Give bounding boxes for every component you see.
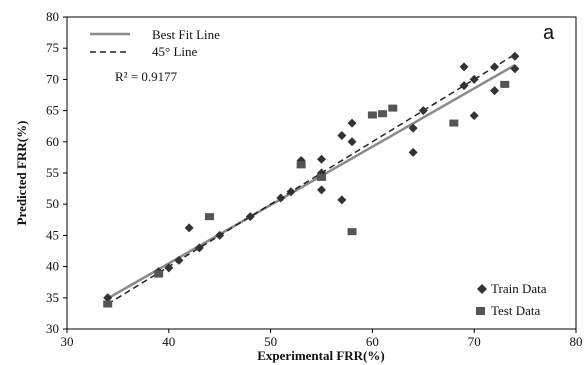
y-tick-label: 30 <box>46 321 59 336</box>
train-data-point <box>408 147 418 157</box>
y-tick-label: 75 <box>46 40 59 55</box>
y-tick-label: 60 <box>46 134 59 149</box>
train-data-point <box>459 81 469 91</box>
legend-best-fit-label: Best Fit Line <box>152 27 220 42</box>
test-data-point <box>367 111 377 119</box>
train-data-point <box>510 51 520 61</box>
y-tick-label: 50 <box>46 196 59 211</box>
test-data-point <box>378 110 388 118</box>
train-data-point <box>490 62 500 72</box>
train-data-point <box>317 185 326 195</box>
train-data-point <box>469 74 479 84</box>
test-data-point <box>388 104 398 112</box>
y-tick-label: 45 <box>46 227 59 242</box>
train-data-point <box>174 255 184 265</box>
legend-test-marker <box>476 307 485 315</box>
legend-train-marker <box>477 284 487 294</box>
x-tick-label: 80 <box>570 334 583 349</box>
test-data-points <box>103 80 510 308</box>
train-data-point <box>337 131 347 141</box>
x-tick-label: 40 <box>162 334 175 349</box>
test-data-point <box>449 119 459 127</box>
legend-train-label: Train Data <box>491 281 547 296</box>
y-axis-label: Predicted FRR(%) <box>14 121 29 226</box>
train-data-point <box>194 243 204 253</box>
train-data-point <box>215 230 225 240</box>
train-data-point <box>418 106 428 116</box>
train-data-point <box>337 195 347 205</box>
train-data-point <box>347 118 357 128</box>
train-data-point <box>276 193 286 203</box>
legend-45-line-label: 45° Line <box>152 44 198 59</box>
train-data-point <box>347 137 357 147</box>
train-data-point <box>469 111 479 121</box>
y-tick-label: 80 <box>46 9 59 24</box>
train-data-point <box>317 154 326 164</box>
y-tick-label: 70 <box>46 71 59 86</box>
x-tick-label: 70 <box>468 334 481 349</box>
test-data-point <box>317 173 326 181</box>
train-data-point <box>164 263 174 273</box>
legend-test-label: Test Data <box>491 303 540 318</box>
test-data-point <box>296 161 306 169</box>
train-data-point <box>408 123 418 133</box>
x-tick-label: 30 <box>61 334 74 349</box>
test-data-point <box>347 228 357 236</box>
y-tick-label: 65 <box>46 103 59 118</box>
panel-letter: a <box>543 22 555 44</box>
train-data-points <box>103 51 520 303</box>
x-axis-label: Experimental FRR(%) <box>257 348 384 363</box>
test-data-point <box>154 270 164 278</box>
x-axis-ticks: 30 40 50 60 70 80 <box>61 329 583 349</box>
train-data-point <box>103 293 113 303</box>
train-data-point <box>245 212 255 222</box>
train-data-point <box>459 62 469 72</box>
r-squared-annotation: R² = 0.9177 <box>115 69 178 84</box>
train-data-point <box>286 187 296 197</box>
x-tick-label: 60 <box>366 334 379 349</box>
y-tick-label: 40 <box>46 259 59 274</box>
train-data-point <box>510 64 520 74</box>
x-tick-label: 50 <box>264 334 277 349</box>
test-data-point <box>103 300 113 308</box>
y-axis-ticks: 30 35 40 45 50 55 60 65 70 75 80 <box>46 9 67 336</box>
train-data-point <box>184 223 194 233</box>
train-data-point <box>490 86 500 96</box>
test-data-point <box>205 213 215 221</box>
y-tick-label: 35 <box>46 290 59 305</box>
test-data-point <box>500 80 510 88</box>
y-tick-label: 55 <box>46 165 59 180</box>
